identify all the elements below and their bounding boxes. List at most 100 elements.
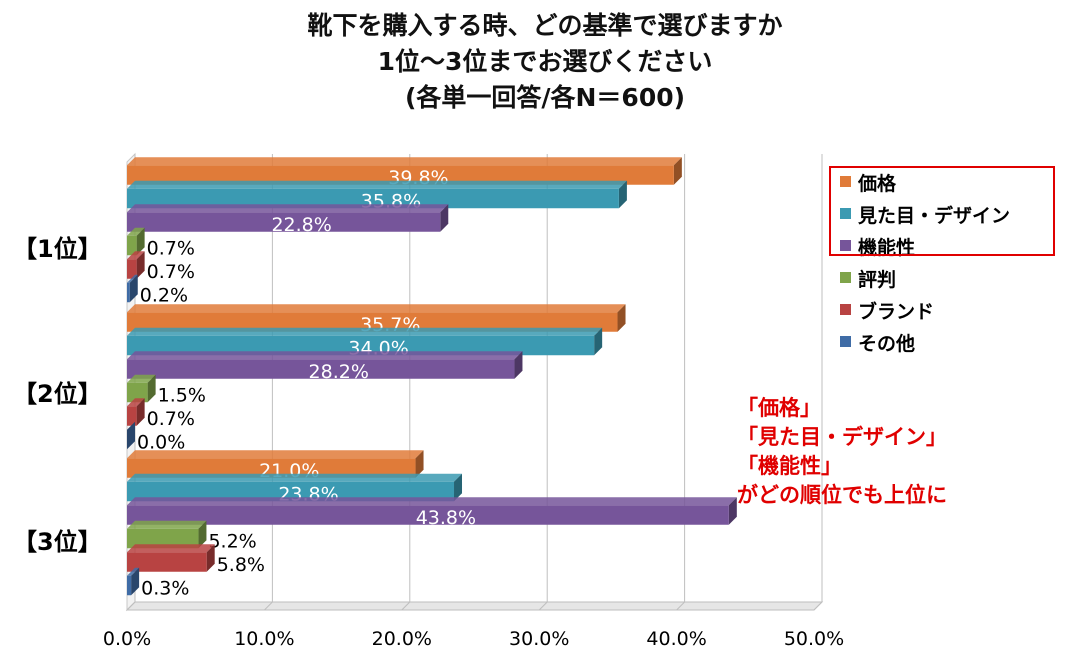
category-label: 【1位】 bbox=[13, 235, 102, 263]
bar-top bbox=[127, 327, 603, 336]
bar bbox=[127, 528, 199, 549]
legend-swatch bbox=[840, 176, 851, 187]
gridline-foot bbox=[264, 601, 273, 611]
bar bbox=[127, 458, 416, 478]
legend-label: 評判 bbox=[858, 268, 896, 291]
data-label: 0.7% bbox=[147, 408, 195, 430]
data-label: 5.8% bbox=[217, 554, 265, 576]
data-label: 43.8% bbox=[416, 507, 476, 529]
callout-note: 「価格」 「見た目・デザイン」 「機能性」 がどの順位でも上位に bbox=[737, 394, 947, 510]
chart-title: 靴下を購入する時、どの基準で選びますか 1位～3位までお選びください (各単一回… bbox=[230, 8, 860, 116]
bar-top bbox=[127, 567, 140, 576]
bar bbox=[127, 406, 137, 426]
bar-side bbox=[415, 450, 424, 478]
legend-swatch bbox=[840, 336, 851, 347]
bar bbox=[127, 282, 130, 303]
bar-top bbox=[127, 473, 463, 482]
bar bbox=[127, 382, 148, 403]
data-label: 28.2% bbox=[309, 361, 369, 383]
bar bbox=[127, 259, 137, 279]
gridline-foot bbox=[401, 601, 411, 611]
legend-label: その他 bbox=[858, 332, 915, 355]
bar-top bbox=[127, 398, 145, 407]
bar bbox=[127, 312, 618, 332]
bar-side bbox=[136, 398, 145, 426]
bar-side bbox=[198, 520, 207, 549]
bar-side bbox=[594, 327, 603, 356]
bar-side bbox=[127, 421, 135, 450]
bar-top bbox=[127, 157, 682, 166]
bar-top bbox=[127, 304, 626, 313]
bar bbox=[127, 335, 595, 356]
legend-label: 見た目・デザイン bbox=[858, 204, 1010, 227]
bar-side bbox=[618, 180, 627, 209]
bar-side bbox=[129, 274, 138, 303]
bar-top bbox=[127, 180, 627, 189]
bar bbox=[127, 165, 674, 185]
bar-side bbox=[136, 251, 145, 279]
callout-line-1: 「価格」 bbox=[737, 396, 821, 420]
legend-swatch bbox=[840, 208, 851, 219]
bar-top bbox=[127, 227, 145, 236]
title-line-1: 靴下を購入する時、どの基準で選びますか bbox=[307, 11, 783, 40]
bar bbox=[127, 235, 137, 256]
floor bbox=[125, 601, 824, 611]
gridline-foot bbox=[813, 601, 823, 611]
legend-highlight-box bbox=[829, 166, 1055, 256]
data-label: 0.2% bbox=[140, 284, 188, 306]
callout-line-4: がどの順位でも上位に bbox=[737, 483, 947, 507]
bar-top bbox=[127, 497, 737, 506]
bar-top bbox=[127, 274, 138, 283]
legend-label: 機能性 bbox=[858, 236, 915, 259]
x-tick-label: 50.0% bbox=[784, 628, 844, 650]
bar-side bbox=[454, 473, 463, 502]
legend-label: ブランド bbox=[858, 300, 934, 323]
gridline-foot bbox=[676, 601, 685, 611]
bar-top bbox=[127, 544, 215, 553]
callout-line-3: 「機能性」 bbox=[737, 454, 842, 478]
bar-side bbox=[728, 497, 737, 525]
bar-side bbox=[131, 567, 140, 596]
bar bbox=[127, 552, 207, 572]
data-label: 1.5% bbox=[158, 384, 206, 406]
gridline-foot bbox=[126, 601, 136, 611]
data-label: 0.0% bbox=[137, 431, 185, 453]
bar-top bbox=[127, 520, 207, 529]
bar-top bbox=[127, 374, 156, 383]
data-label: 0.3% bbox=[141, 577, 189, 599]
bar bbox=[127, 212, 441, 232]
x-tick-label: 40.0% bbox=[646, 628, 706, 650]
title-line-2: 1位～3位までお選びください bbox=[377, 47, 713, 76]
title-line-3: (各単一回答/各N＝600) bbox=[404, 83, 686, 112]
bar bbox=[127, 505, 729, 525]
x-tick-label: 20.0% bbox=[372, 628, 432, 650]
data-label: 5.2% bbox=[208, 530, 256, 552]
bar-side bbox=[617, 304, 626, 332]
bar-side bbox=[673, 157, 682, 185]
bar-side bbox=[147, 374, 156, 403]
bar-side bbox=[206, 544, 215, 572]
category-label: 【3位】 bbox=[13, 528, 102, 556]
category-label: 【2位】 bbox=[13, 380, 102, 408]
bar-side bbox=[440, 204, 449, 232]
bar bbox=[127, 359, 515, 379]
bar-side bbox=[514, 351, 523, 379]
bar-top bbox=[127, 204, 449, 213]
legend-label: 価格 bbox=[857, 172, 897, 195]
bar bbox=[127, 188, 619, 209]
bar bbox=[127, 575, 132, 596]
legend-swatch bbox=[840, 240, 851, 251]
bar-top bbox=[127, 251, 145, 260]
gridline-foot bbox=[538, 601, 548, 611]
bar-top bbox=[127, 450, 424, 459]
bar-top bbox=[127, 351, 523, 360]
data-label: 22.8% bbox=[271, 214, 331, 236]
x-tick-label: 30.0% bbox=[509, 628, 569, 650]
bar bbox=[127, 481, 455, 502]
x-tick-label: 10.0% bbox=[234, 628, 294, 650]
data-label: 0.7% bbox=[147, 237, 195, 259]
legend-swatch bbox=[840, 272, 851, 283]
bar-side bbox=[136, 227, 145, 256]
callout-line-2: 「見た目・デザイン」 bbox=[737, 425, 947, 449]
